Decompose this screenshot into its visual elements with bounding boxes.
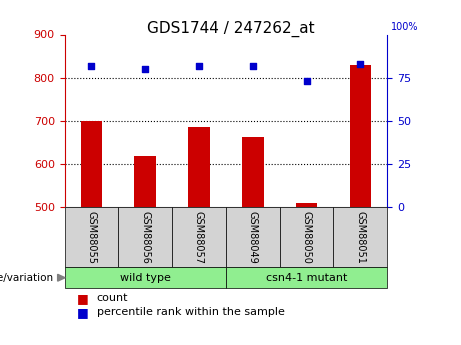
Point xyxy=(249,63,256,68)
Text: GSM88049: GSM88049 xyxy=(248,211,258,264)
Point xyxy=(142,66,149,72)
Bar xyxy=(135,156,156,207)
Text: count: count xyxy=(97,294,128,303)
Point xyxy=(357,61,364,67)
Text: wild type: wild type xyxy=(120,273,171,283)
Bar xyxy=(242,137,264,207)
Point xyxy=(195,63,203,68)
Text: GSM88050: GSM88050 xyxy=(301,211,312,264)
Text: genotype/variation: genotype/variation xyxy=(0,273,53,283)
Text: GSM88056: GSM88056 xyxy=(140,211,150,264)
Bar xyxy=(188,127,210,207)
Bar xyxy=(81,121,102,207)
Text: GDS1744 / 247262_at: GDS1744 / 247262_at xyxy=(147,21,314,37)
Bar xyxy=(296,203,317,207)
Bar xyxy=(349,65,371,207)
Text: GSM88055: GSM88055 xyxy=(86,211,96,264)
Text: GSM88057: GSM88057 xyxy=(194,211,204,264)
Text: csn4-1 mutant: csn4-1 mutant xyxy=(266,273,347,283)
Text: percentile rank within the sample: percentile rank within the sample xyxy=(97,307,285,317)
Text: ■: ■ xyxy=(77,306,89,319)
Text: 100%: 100% xyxy=(391,22,419,32)
Point xyxy=(88,63,95,68)
Point xyxy=(303,78,310,84)
Text: ■: ■ xyxy=(77,292,89,305)
Text: GSM88051: GSM88051 xyxy=(355,211,366,264)
